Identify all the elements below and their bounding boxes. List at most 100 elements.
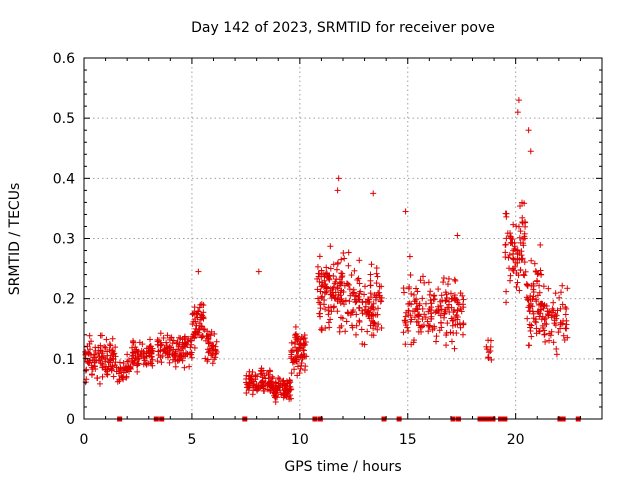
data-point [510, 247, 517, 254]
data-point [246, 372, 253, 379]
data-point [444, 281, 451, 288]
data-point [84, 343, 91, 350]
data-point [296, 370, 303, 377]
data-point [117, 367, 124, 374]
data-point [433, 338, 440, 345]
data-point [205, 340, 212, 347]
data-point [325, 273, 332, 280]
data-point [539, 313, 546, 320]
data-point [542, 320, 549, 327]
data-point [427, 297, 434, 304]
data-point [540, 305, 547, 312]
data-point [176, 334, 183, 341]
data-point [338, 274, 345, 281]
data-point [324, 284, 331, 291]
data-point [275, 382, 282, 389]
data-point [519, 255, 526, 262]
data-point [286, 396, 293, 403]
data-point [367, 322, 374, 329]
data-point [130, 337, 137, 344]
y-tick-label: 0.2 [53, 292, 75, 308]
data-point [410, 291, 417, 298]
data-point [443, 330, 450, 337]
y-tick-label: 0.4 [53, 171, 75, 187]
data-point [314, 286, 321, 293]
data-point [249, 380, 256, 387]
data-point [374, 273, 381, 280]
data-point [552, 290, 559, 297]
data-point [179, 357, 186, 364]
data-point [520, 236, 527, 243]
data-point [187, 344, 194, 351]
data-point [177, 352, 184, 359]
data-point [406, 300, 413, 307]
data-point [172, 354, 179, 361]
data-point [359, 310, 366, 317]
data-point [550, 339, 557, 346]
data-point [459, 331, 466, 338]
data-point [453, 330, 460, 337]
data-point [371, 291, 378, 298]
data-point [334, 296, 341, 303]
data-point [460, 296, 467, 303]
data-point [521, 272, 528, 279]
data-point [84, 359, 91, 366]
data-point [338, 287, 345, 294]
data-point [272, 379, 279, 386]
data-point [517, 203, 524, 210]
data-point [530, 289, 537, 296]
data-point [443, 291, 450, 298]
data-point [527, 292, 534, 299]
data-point [106, 346, 113, 353]
data-point [443, 297, 450, 304]
data-point [339, 315, 346, 322]
data-point [155, 348, 162, 355]
data-point [374, 326, 381, 333]
data-point [515, 272, 522, 279]
data-point [426, 291, 433, 298]
data-point [181, 364, 188, 371]
data-point [361, 283, 368, 290]
data-point [314, 263, 321, 270]
data-point [545, 285, 552, 292]
data-point [559, 282, 566, 289]
data-point [437, 312, 444, 319]
data-point [444, 320, 451, 327]
data-point [507, 277, 514, 284]
data-point [204, 328, 211, 335]
data-point [437, 319, 444, 326]
data-point [529, 308, 536, 315]
data-point [440, 275, 447, 282]
data-point [200, 314, 207, 321]
data-point [400, 329, 407, 336]
data-point [528, 333, 535, 340]
data-point [513, 283, 520, 290]
data-point [170, 356, 177, 363]
data-point [430, 296, 437, 303]
data-point [413, 285, 420, 292]
data-point [149, 362, 156, 369]
data-point [96, 380, 103, 387]
data-point [370, 300, 377, 307]
data-point [280, 394, 287, 401]
data-point [417, 324, 424, 331]
x-tick-label: 15 [399, 432, 417, 448]
data-point [370, 306, 377, 313]
data-point [433, 333, 440, 340]
data-point [405, 327, 412, 334]
data-point [127, 363, 134, 370]
data-point [345, 249, 352, 256]
data-point [260, 385, 267, 392]
y-tick-label: 0 [66, 412, 75, 428]
data-point [408, 316, 415, 323]
data-point [532, 268, 539, 275]
data-point [338, 322, 345, 329]
data-point [165, 354, 172, 361]
data-point [202, 337, 209, 344]
data-point [554, 307, 561, 314]
data-points [82, 97, 571, 405]
data-point [454, 306, 461, 313]
data-point [319, 282, 326, 289]
data-point [557, 289, 564, 296]
data-point [195, 308, 202, 315]
